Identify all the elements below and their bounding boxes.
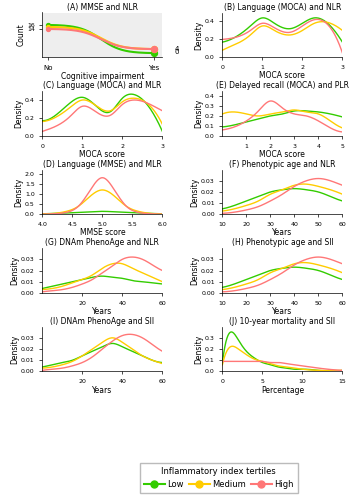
Y-axis label: Density: Density bbox=[195, 20, 203, 50]
X-axis label: Years: Years bbox=[272, 228, 293, 237]
Title: (F) Phenotypic age and NLR: (F) Phenotypic age and NLR bbox=[229, 160, 336, 169]
Title: (C) Language (MOCA) and MLR: (C) Language (MOCA) and MLR bbox=[43, 81, 162, 90]
Title: (I) DNAm PhenoAge and SII: (I) DNAm PhenoAge and SII bbox=[50, 317, 154, 326]
X-axis label: MOCA score: MOCA score bbox=[79, 150, 125, 159]
X-axis label: Percentage: Percentage bbox=[261, 386, 304, 394]
Y-axis label: Density: Density bbox=[195, 334, 203, 364]
X-axis label: Years: Years bbox=[92, 307, 113, 316]
Title: (B) Language (MOCA) and NLR: (B) Language (MOCA) and NLR bbox=[224, 2, 341, 12]
Y-axis label: Density: Density bbox=[14, 178, 23, 206]
Title: (J) 10-year mortality and SII: (J) 10-year mortality and SII bbox=[229, 317, 335, 326]
Point bbox=[45, 25, 50, 33]
Point bbox=[45, 23, 50, 31]
Y-axis label: Count: Count bbox=[17, 24, 25, 46]
X-axis label: Years: Years bbox=[92, 386, 113, 394]
X-axis label: MMSE score: MMSE score bbox=[79, 228, 125, 237]
Y-axis label: Density: Density bbox=[11, 256, 19, 285]
Point bbox=[151, 45, 157, 53]
Point bbox=[151, 50, 157, 58]
Title: (D) Language (MMSE) and MLR: (D) Language (MMSE) and MLR bbox=[43, 160, 162, 169]
Text: 4: 4 bbox=[174, 46, 179, 52]
Y-axis label: Density: Density bbox=[191, 256, 199, 285]
Title: (A) MMSE and NLR: (A) MMSE and NLR bbox=[67, 2, 138, 12]
X-axis label: MOCA score: MOCA score bbox=[259, 72, 305, 80]
X-axis label: MOCA score: MOCA score bbox=[259, 150, 305, 159]
Point bbox=[45, 20, 50, 28]
X-axis label: Years: Years bbox=[272, 307, 293, 316]
Text: 0: 0 bbox=[174, 50, 179, 56]
Title: (G) DNAm PhenoAge and NLR: (G) DNAm PhenoAge and NLR bbox=[46, 238, 159, 248]
Title: (H) Phenotypic age and SII: (H) Phenotypic age and SII bbox=[232, 238, 333, 248]
Point bbox=[151, 45, 157, 53]
Y-axis label: Density: Density bbox=[195, 99, 203, 128]
Y-axis label: Density: Density bbox=[14, 99, 23, 128]
Y-axis label: Density: Density bbox=[191, 178, 199, 206]
X-axis label: Cognitive impairment: Cognitive impairment bbox=[61, 72, 144, 82]
Y-axis label: Density: Density bbox=[11, 334, 19, 364]
Title: (E) Delayed recall (MOCA) and PLR: (E) Delayed recall (MOCA) and PLR bbox=[216, 81, 349, 90]
Legend: Low, Medium, High: Low, Medium, High bbox=[140, 463, 298, 494]
